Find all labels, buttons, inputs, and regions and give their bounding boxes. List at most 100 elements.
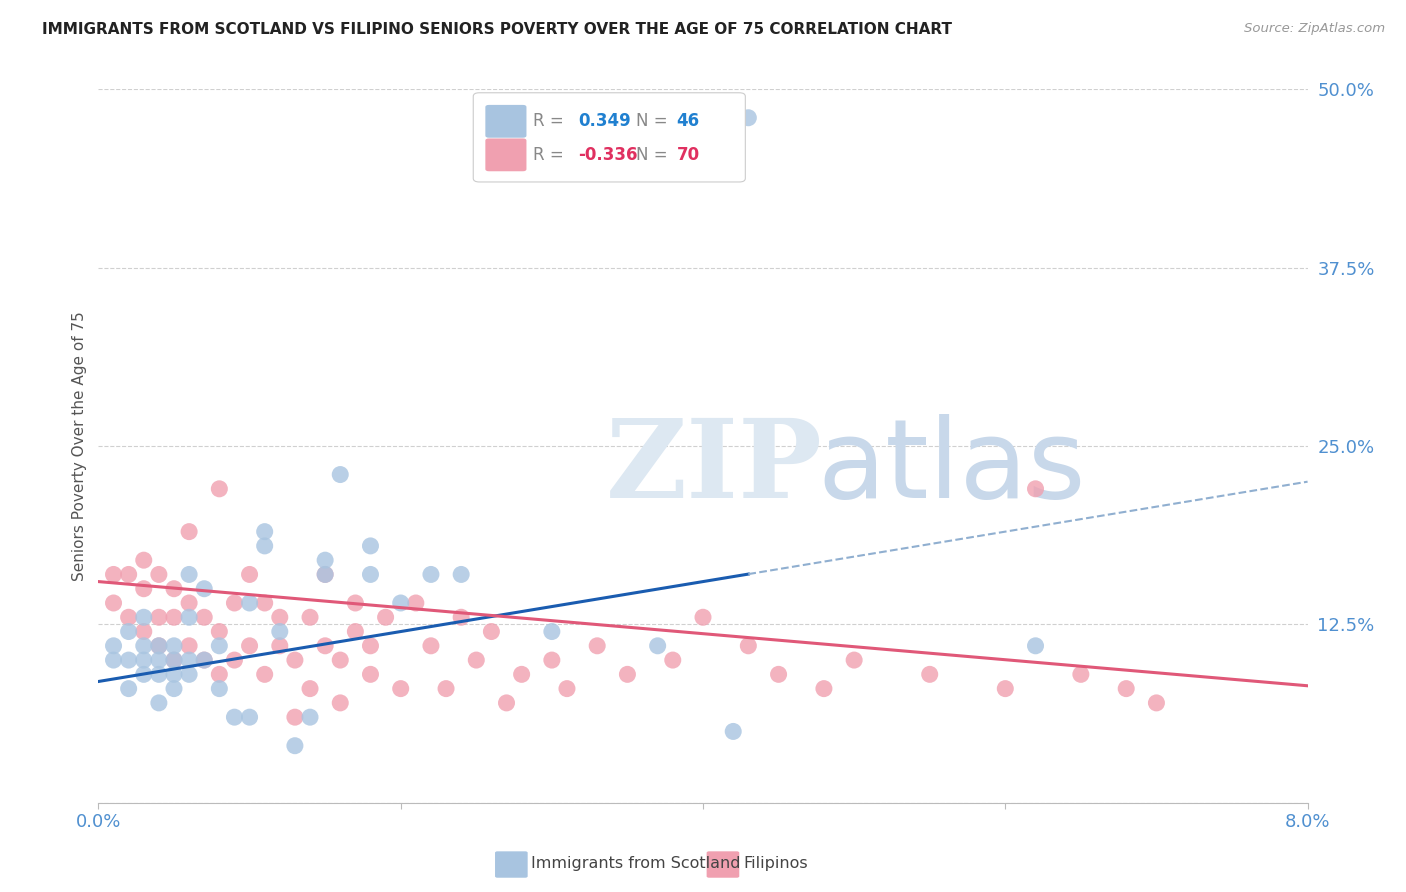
Text: Source: ZipAtlas.com: Source: ZipAtlas.com xyxy=(1244,22,1385,36)
Point xyxy=(768,667,790,681)
Point xyxy=(844,653,866,667)
Point xyxy=(359,667,381,681)
Point xyxy=(314,639,336,653)
Point xyxy=(118,653,141,667)
Point xyxy=(179,567,201,582)
Point xyxy=(239,710,262,724)
Point xyxy=(179,596,201,610)
Point xyxy=(132,610,155,624)
Point xyxy=(344,596,367,610)
Point xyxy=(299,681,322,696)
Point xyxy=(208,681,231,696)
Point xyxy=(132,624,155,639)
Point xyxy=(450,610,472,624)
FancyBboxPatch shape xyxy=(485,105,526,137)
Point xyxy=(193,653,215,667)
Point xyxy=(148,567,170,582)
FancyBboxPatch shape xyxy=(485,138,526,171)
Point xyxy=(299,710,322,724)
Point xyxy=(132,553,155,567)
Point xyxy=(269,624,291,639)
Point xyxy=(1144,696,1167,710)
Point xyxy=(737,111,759,125)
Point xyxy=(224,653,246,667)
Text: 70: 70 xyxy=(676,146,700,164)
Point xyxy=(359,567,381,582)
Point xyxy=(374,610,396,624)
Point xyxy=(329,653,352,667)
Point xyxy=(118,681,141,696)
Point xyxy=(132,667,155,681)
Point xyxy=(239,596,262,610)
Point xyxy=(253,667,276,681)
Text: -0.336: -0.336 xyxy=(578,146,638,164)
Point xyxy=(224,710,246,724)
Point xyxy=(314,567,336,582)
Y-axis label: Seniors Poverty Over the Age of 75: Seniors Poverty Over the Age of 75 xyxy=(72,311,87,581)
Point xyxy=(163,653,186,667)
Text: Filipinos: Filipinos xyxy=(742,856,807,871)
Point xyxy=(269,639,291,653)
Point xyxy=(359,539,381,553)
Point xyxy=(510,667,533,681)
Point xyxy=(661,653,683,667)
Point xyxy=(118,567,141,582)
Point xyxy=(163,610,186,624)
Point xyxy=(148,667,170,681)
Text: 46: 46 xyxy=(676,112,700,130)
Point xyxy=(586,639,609,653)
Point xyxy=(419,567,441,582)
Point xyxy=(148,696,170,710)
Point xyxy=(647,639,669,653)
Point xyxy=(193,653,215,667)
Point xyxy=(555,681,578,696)
Point xyxy=(179,524,201,539)
Point xyxy=(132,639,155,653)
Point xyxy=(253,596,276,610)
Point xyxy=(224,596,246,610)
Point xyxy=(540,653,562,667)
Point xyxy=(148,610,170,624)
Point xyxy=(163,639,186,653)
Text: Immigrants from Scotland: Immigrants from Scotland xyxy=(531,856,741,871)
Point xyxy=(359,639,381,653)
Point xyxy=(723,724,745,739)
Text: R =: R = xyxy=(533,146,568,164)
Point xyxy=(118,624,141,639)
Point xyxy=(284,710,307,724)
Point xyxy=(179,653,201,667)
Point xyxy=(163,681,186,696)
Point xyxy=(299,610,322,624)
Point xyxy=(163,582,186,596)
Point xyxy=(148,653,170,667)
Point xyxy=(148,639,170,653)
Point xyxy=(208,624,231,639)
Point xyxy=(692,610,714,624)
Point xyxy=(163,667,186,681)
Point xyxy=(737,639,759,653)
Text: N =: N = xyxy=(637,112,673,130)
Text: IMMIGRANTS FROM SCOTLAND VS FILIPINO SENIORS POVERTY OVER THE AGE OF 75 CORRELAT: IMMIGRANTS FROM SCOTLAND VS FILIPINO SEN… xyxy=(42,22,952,37)
Point xyxy=(163,653,186,667)
Point xyxy=(239,639,262,653)
Point xyxy=(253,524,276,539)
Point xyxy=(208,482,231,496)
Point xyxy=(1070,667,1092,681)
Point xyxy=(103,653,125,667)
Point xyxy=(1024,482,1046,496)
Point xyxy=(314,567,336,582)
Point xyxy=(389,681,412,696)
FancyBboxPatch shape xyxy=(707,851,740,878)
Point xyxy=(314,553,336,567)
Point xyxy=(239,567,262,582)
Point xyxy=(1024,639,1046,653)
Point xyxy=(253,539,276,553)
Text: ZIP: ZIP xyxy=(606,414,823,521)
Point xyxy=(540,624,562,639)
Point xyxy=(465,653,488,667)
Point xyxy=(389,596,412,610)
Text: atlas: atlas xyxy=(818,414,1087,521)
Point xyxy=(193,610,215,624)
Point xyxy=(918,667,941,681)
Point xyxy=(284,653,307,667)
